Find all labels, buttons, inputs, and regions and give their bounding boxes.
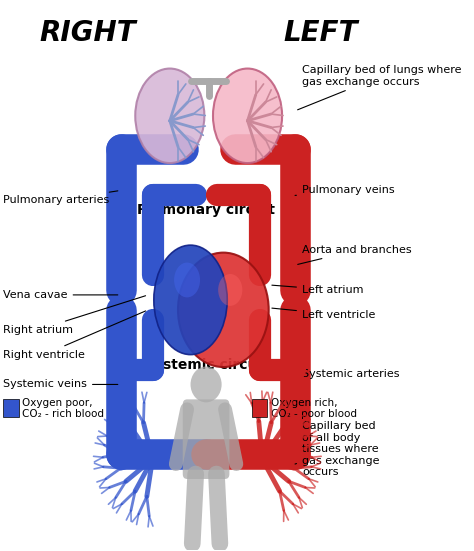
Text: Left atrium: Left atrium	[272, 285, 364, 295]
Circle shape	[191, 366, 222, 402]
Text: Oxygen poor,
CO₂ - rich blood: Oxygen poor, CO₂ - rich blood	[22, 397, 104, 419]
Text: Pulmonary circuit: Pulmonary circuit	[137, 203, 275, 217]
Text: Right atrium: Right atrium	[3, 296, 146, 334]
Text: Vena cavae: Vena cavae	[3, 290, 118, 300]
Text: Aorta and branches: Aorta and branches	[298, 245, 411, 264]
Ellipse shape	[178, 252, 269, 367]
Ellipse shape	[213, 68, 282, 163]
Ellipse shape	[174, 263, 200, 298]
Text: Capillary bed
of all body
tissues where
gas exchange
occurs: Capillary bed of all body tissues where …	[295, 421, 380, 477]
Ellipse shape	[218, 274, 242, 306]
Text: Capillary bed of lungs where
gas exchange occurs: Capillary bed of lungs where gas exchang…	[298, 65, 462, 110]
Text: Pulmonary veins: Pulmonary veins	[295, 186, 394, 196]
Text: Pulmonary arteries: Pulmonary arteries	[3, 191, 118, 206]
Text: Right ventricle: Right ventricle	[3, 311, 146, 360]
Text: LEFT: LEFT	[284, 19, 358, 47]
Text: Left ventricle: Left ventricle	[272, 308, 375, 320]
Text: Oxygen rich,
CO₂ - poor blood: Oxygen rich, CO₂ - poor blood	[271, 397, 357, 419]
Text: RIGHT: RIGHT	[39, 19, 136, 47]
Ellipse shape	[135, 68, 204, 163]
Bar	[3, 399, 18, 417]
Text: Systemic circuit: Systemic circuit	[144, 358, 268, 371]
FancyBboxPatch shape	[183, 399, 229, 479]
Ellipse shape	[154, 245, 227, 355]
Text: Systemic veins: Systemic veins	[3, 380, 118, 390]
Text: Systemic arteries: Systemic arteries	[295, 370, 400, 380]
Bar	[252, 399, 267, 417]
